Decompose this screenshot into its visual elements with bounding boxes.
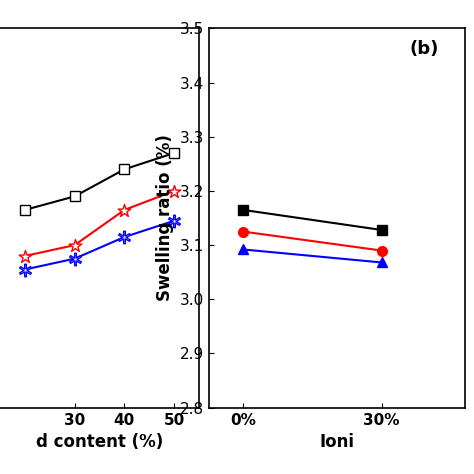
Text: (b): (b): [410, 40, 439, 58]
X-axis label: Ioni: Ioni: [319, 433, 354, 451]
Y-axis label: Swelling ratio (%): Swelling ratio (%): [156, 135, 174, 301]
X-axis label: d content (%): d content (%): [36, 433, 163, 451]
